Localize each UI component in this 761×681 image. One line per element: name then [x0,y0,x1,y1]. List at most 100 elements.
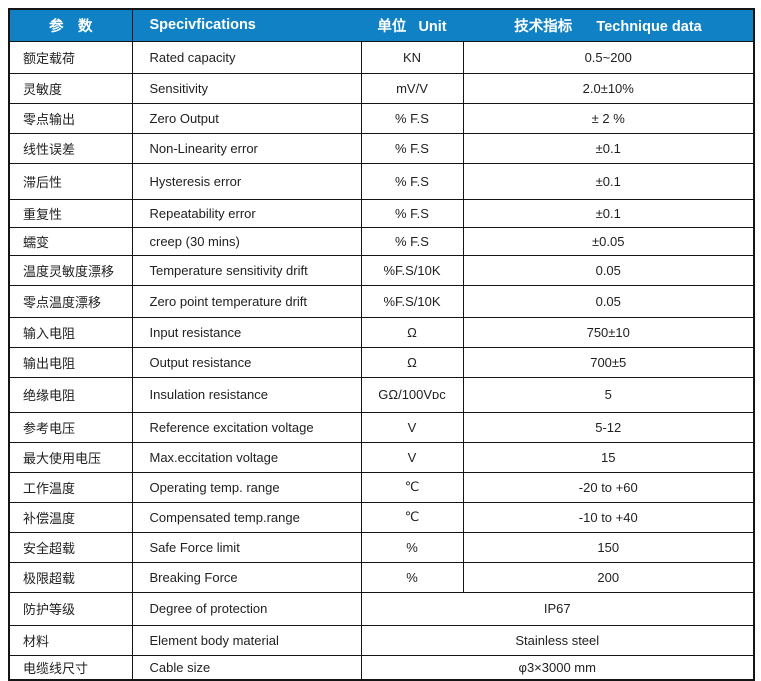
param-cell: 参考电压 [8,411,133,443]
value-cell-merged: IP67 [360,591,755,626]
value-cell: 150 [462,531,755,563]
unit-cell: % F.S [360,162,464,200]
header-row: 参 数 Specivfications 单位 Unit 技术指标 Techniq… [9,9,754,42]
spec-cell: Degree of protection [131,591,362,626]
spec-cell: Output resistance [131,346,362,378]
spec-cell: Temperature sensitivity drift [131,254,362,286]
spec-cell: Sensitivity [131,72,362,104]
param-cell: 电缆线尺寸 [8,654,133,681]
header-cell-unit: 单位 Unit [361,9,463,42]
spec-table: 参 数 Specivfications 单位 Unit 技术指标 Techniq… [8,8,755,681]
spec-cell: Repeatability error [131,198,362,228]
value-cell: 0.05 [462,254,755,286]
table-row: 线性误差 Non-Linearity error% F.S ±0.1 [8,132,755,164]
value-cell: 750±10 [462,316,755,348]
header-cell-technique-data: 技术指标 Technique data [463,9,754,42]
spec-table-body: 额定载荷 Rated capacity KN 0.5~200 灵敏度 Sensitivit… [8,40,755,681]
spec-cell: creep (30 mins) [131,226,362,256]
param-cell: 输出电阻 [8,346,133,378]
unit-cell: % F.S [360,102,464,134]
table-row: 零点输出 Zero Output% F.S ± 2 % [8,102,755,134]
param-cell: 防护等级 [8,591,133,626]
value-cell: 2.0±10% [462,72,755,104]
spec-cell: Reference excitation voltage [131,411,362,443]
spec-cell: Breaking Force [131,561,362,593]
param-cell: 工作温度 [8,471,133,503]
param-cell: 输入电阻 [8,316,133,348]
value-cell: 0.5~200 [462,40,755,74]
spec-cell: Safe Force limit [131,531,362,563]
value-cell: ±0.1 [462,198,755,228]
table-row: 重复性 Repeatability error% F.S ±0.1 [8,198,755,228]
unit-cell: ℃ [360,471,464,503]
table-row: 工作温度 Operating temp. range ℃ -20 to +60 [8,471,755,503]
spec-cell: Rated capacity [131,40,362,74]
unit-cell: Ω [360,346,464,378]
spec-cell: Cable size [131,654,362,681]
table-row: 绝缘电阻 Insulation resistance GΩ/100Vᴅᴄ 5 [8,376,755,413]
table-row: 滞后性 Hysteresis error% F.S ±0.1 [8,162,755,200]
unit-cell: Ω [360,316,464,348]
value-cell: 200 [462,561,755,593]
table-row: 额定载荷 Rated capacity KN 0.5~200 [8,40,755,74]
unit-cell: V [360,411,464,443]
value-cell: 15 [462,441,755,473]
unit-cell: % F.S [360,198,464,228]
param-cell: 温度灵敏度漂移 [8,254,133,286]
spec-cell: Element body material [131,624,362,656]
table-row: 灵敏度 Sensitivity mV/V 2.0±10% [8,72,755,104]
spec-cell: Insulation resistance [131,376,362,413]
param-cell: 零点温度漂移 [8,284,133,318]
table-row: 蠕变 creep (30 mins)% F.S ±0.05 [8,226,755,256]
header-cell-specifications: Specivfications [132,9,361,42]
unit-cell: ℃ [360,501,464,533]
param-cell: 绝缘电阻 [8,376,133,413]
param-cell: 蠕变 [8,226,133,256]
unit-cell: % F.S [360,226,464,256]
value-cell: 0.05 [462,284,755,318]
value-cell: 5-12 [462,411,755,443]
table-row: 零点温度漂移 Zero point temperature drift %F.S/1… [8,284,755,318]
param-cell: 灵敏度 [8,72,133,104]
param-cell: 滞后性 [8,162,133,200]
unit-cell: GΩ/100Vᴅᴄ [360,376,464,413]
value-cell: ±0.1 [462,162,755,200]
param-cell: 最大使用电压 [8,441,133,473]
spec-cell: Input resistance [131,316,362,348]
value-cell: ±0.1 [462,132,755,164]
param-cell: 重复性 [8,198,133,228]
unit-cell: mV/V [360,72,464,104]
table-row: 最大使用电压 Max.eccitation voltage V 15 [8,441,755,473]
param-cell: 额定载荷 [8,40,133,74]
spec-cell: Hysteresis error [131,162,362,200]
table-row: 极限超载 Breaking Force% 200 [8,561,755,593]
table-row: 电缆线尺寸 Cable size φ3×3000 mm [8,654,755,681]
param-cell: 零点输出 [8,102,133,134]
spec-cell: Non-Linearity error [131,132,362,164]
value-cell-merged: φ3×3000 mm [360,654,755,681]
value-cell: ± 2 % [462,102,755,134]
unit-cell: % [360,531,464,563]
spec-cell: Operating temp. range [131,471,362,503]
value-cell: -10 to +40 [462,501,755,533]
param-cell: 极限超载 [8,561,133,593]
table-row: 参考电压 Reference excitation voltage V 5-12 [8,411,755,443]
value-cell: ±0.05 [462,226,755,256]
unit-cell: % F.S [360,132,464,164]
value-cell: 700±5 [462,346,755,378]
spec-table-header: 参 数 Specivfications 单位 Unit 技术指标 Techniq… [9,9,754,42]
table-row: 安全超载 Safe Force limit% 150 [8,531,755,563]
unit-cell: KN [360,40,464,74]
value-cell-merged: Stainless steel [360,624,755,656]
spec-cell: Zero Output [131,102,362,134]
param-cell: 线性误差 [8,132,133,164]
table-row: 材料 Element body material Stainless steel [8,624,755,656]
table-row: 补偿温度 Compensated temp.range ℃ -10 to +40 [8,501,755,533]
table-row: 输入电阻 Input resistance Ω 750±10 [8,316,755,348]
value-cell: 5 [462,376,755,413]
table-row: 防护等级 Degree of protection IP67 [8,591,755,626]
unit-cell: %F.S/10K [360,284,464,318]
table-row: 输出电阻 Output resistance Ω 700±5 [8,346,755,378]
value-cell: -20 to +60 [462,471,755,503]
unit-cell: V [360,441,464,473]
